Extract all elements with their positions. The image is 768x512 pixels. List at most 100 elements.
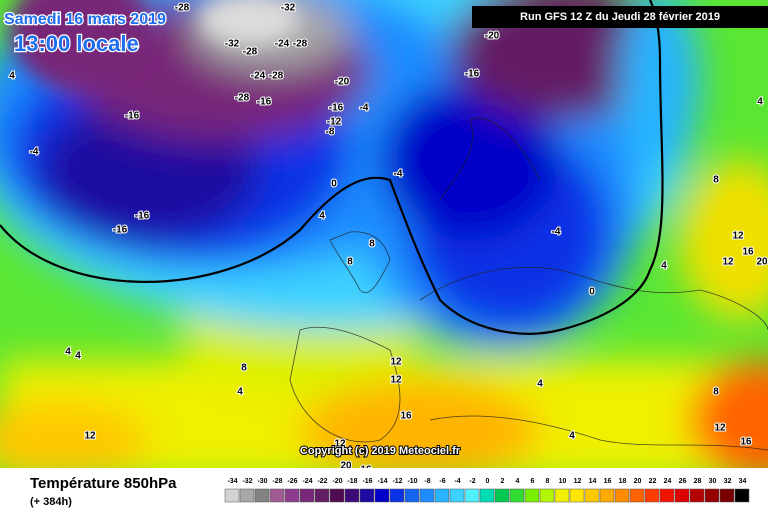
contour-label: -28 xyxy=(243,47,258,58)
contour-label: 4 xyxy=(661,261,667,272)
scale-label: 18 xyxy=(619,478,627,485)
coastlines xyxy=(289,117,768,451)
scale-label: 14 xyxy=(589,478,597,485)
run-banner xyxy=(472,6,768,28)
scale-label: 0 xyxy=(486,478,490,485)
scale-box xyxy=(329,488,345,503)
scale-box xyxy=(539,488,555,503)
contour-label: 4 xyxy=(569,431,575,442)
contour-label: 16 xyxy=(360,465,372,476)
contour-label: 16 xyxy=(742,247,754,258)
scale-box xyxy=(464,488,480,503)
scale-box xyxy=(719,488,735,503)
scale-box xyxy=(269,488,285,503)
scale-label: -30 xyxy=(257,478,267,485)
contour-label: 4 xyxy=(537,379,543,390)
scale-box xyxy=(644,488,660,503)
scale-label: 30 xyxy=(709,478,717,485)
contour-label: 4 xyxy=(75,351,81,362)
contour-label: 0 xyxy=(589,287,595,298)
scale-label: -18 xyxy=(347,478,357,485)
contour-label: -16 xyxy=(257,97,272,108)
scale-label: -26 xyxy=(287,478,297,485)
scale-box xyxy=(629,488,645,503)
contour-label: 12 xyxy=(390,375,402,386)
scale-label: -6 xyxy=(439,478,445,485)
scale-box xyxy=(434,488,450,503)
scale-label: -28 xyxy=(272,478,282,485)
contour-label: 8 xyxy=(713,175,719,186)
scale-box xyxy=(584,488,600,503)
contour-label: -16 xyxy=(135,211,150,222)
contour-label: -24 xyxy=(251,71,266,82)
contour-label: 12 xyxy=(732,231,744,242)
scale-box xyxy=(524,488,540,503)
scale-label: 8 xyxy=(546,478,550,485)
scale-label: -12 xyxy=(392,478,402,485)
scale-label: 24 xyxy=(664,478,672,485)
scale-box xyxy=(689,488,705,503)
scale-box xyxy=(239,488,255,503)
scale-label: -24 xyxy=(302,478,312,485)
contour-label: 4 xyxy=(237,387,243,398)
contour-label: -20 xyxy=(335,77,350,88)
contour-label: -28 xyxy=(269,71,284,82)
contour-label: -16 xyxy=(329,103,344,114)
zero-isotherm xyxy=(0,0,664,335)
scale-label: 12 xyxy=(574,478,582,485)
contour-label: 16 xyxy=(740,437,752,448)
contour-label: 8 xyxy=(347,257,353,268)
contour-label: 12 xyxy=(390,357,402,368)
scale-box xyxy=(359,488,375,503)
footer-lead: (+ 384h) xyxy=(30,496,72,508)
scale-label: 10 xyxy=(559,478,567,485)
contour-label: 12 xyxy=(334,439,346,450)
contour-label: 4 xyxy=(757,97,763,108)
scale-label: 2 xyxy=(501,478,505,485)
scale-box xyxy=(599,488,615,503)
scale-box xyxy=(569,488,585,503)
scale-label: 22 xyxy=(649,478,657,485)
scale-box xyxy=(704,488,720,503)
contour-label: -28 xyxy=(175,3,190,14)
scale-label: 16 xyxy=(604,478,612,485)
scale-label: -10 xyxy=(407,478,417,485)
scale-label: -34 xyxy=(227,478,237,485)
scale-label: 4 xyxy=(516,478,520,485)
contour-label: -24 xyxy=(275,39,290,50)
contour-label: 8 xyxy=(369,239,375,250)
scale-box xyxy=(314,488,330,503)
scale-label: 26 xyxy=(679,478,687,485)
scale-box xyxy=(254,488,270,503)
scale-box xyxy=(224,488,240,503)
contour-label: -28 xyxy=(235,93,250,104)
time-label: 13:00 locale xyxy=(14,31,139,56)
scale-label: -20 xyxy=(332,478,342,485)
contour-label: -28 xyxy=(293,39,308,50)
scale-label: 20 xyxy=(634,478,642,485)
scale-label: -16 xyxy=(362,478,372,485)
run-info: Run GFS 12 Z du Jeudi 28 février 2019 xyxy=(520,11,720,23)
scale-label: -22 xyxy=(317,478,327,485)
contour-label: 8 xyxy=(713,387,719,398)
copyright: Copyright (c) 2019 Meteociel.fr xyxy=(300,445,461,457)
scale-box xyxy=(509,488,525,503)
contour-label: -8 xyxy=(326,127,335,138)
scale-box xyxy=(389,488,405,503)
scale-label: 6 xyxy=(531,478,535,485)
scale-label: 32 xyxy=(724,478,732,485)
contour-label: 4 xyxy=(9,71,15,82)
contour-label: 20 xyxy=(340,461,352,472)
color-scale: -34 -32 -30 -28 -26 -24 -22 -20 -18 -16 -14 -12 -10-… xyxy=(224,478,750,503)
scale-box xyxy=(449,488,465,503)
scale-box xyxy=(479,488,495,503)
contour-label: -16 xyxy=(465,69,480,80)
scale-box xyxy=(404,488,420,503)
scale-box xyxy=(614,488,630,503)
scale-label: 34 xyxy=(739,478,747,485)
scale-label: -8 xyxy=(424,478,430,485)
scale-label: -14 xyxy=(377,478,387,485)
contour-label: 8 xyxy=(241,363,247,374)
scale-box xyxy=(374,488,390,503)
